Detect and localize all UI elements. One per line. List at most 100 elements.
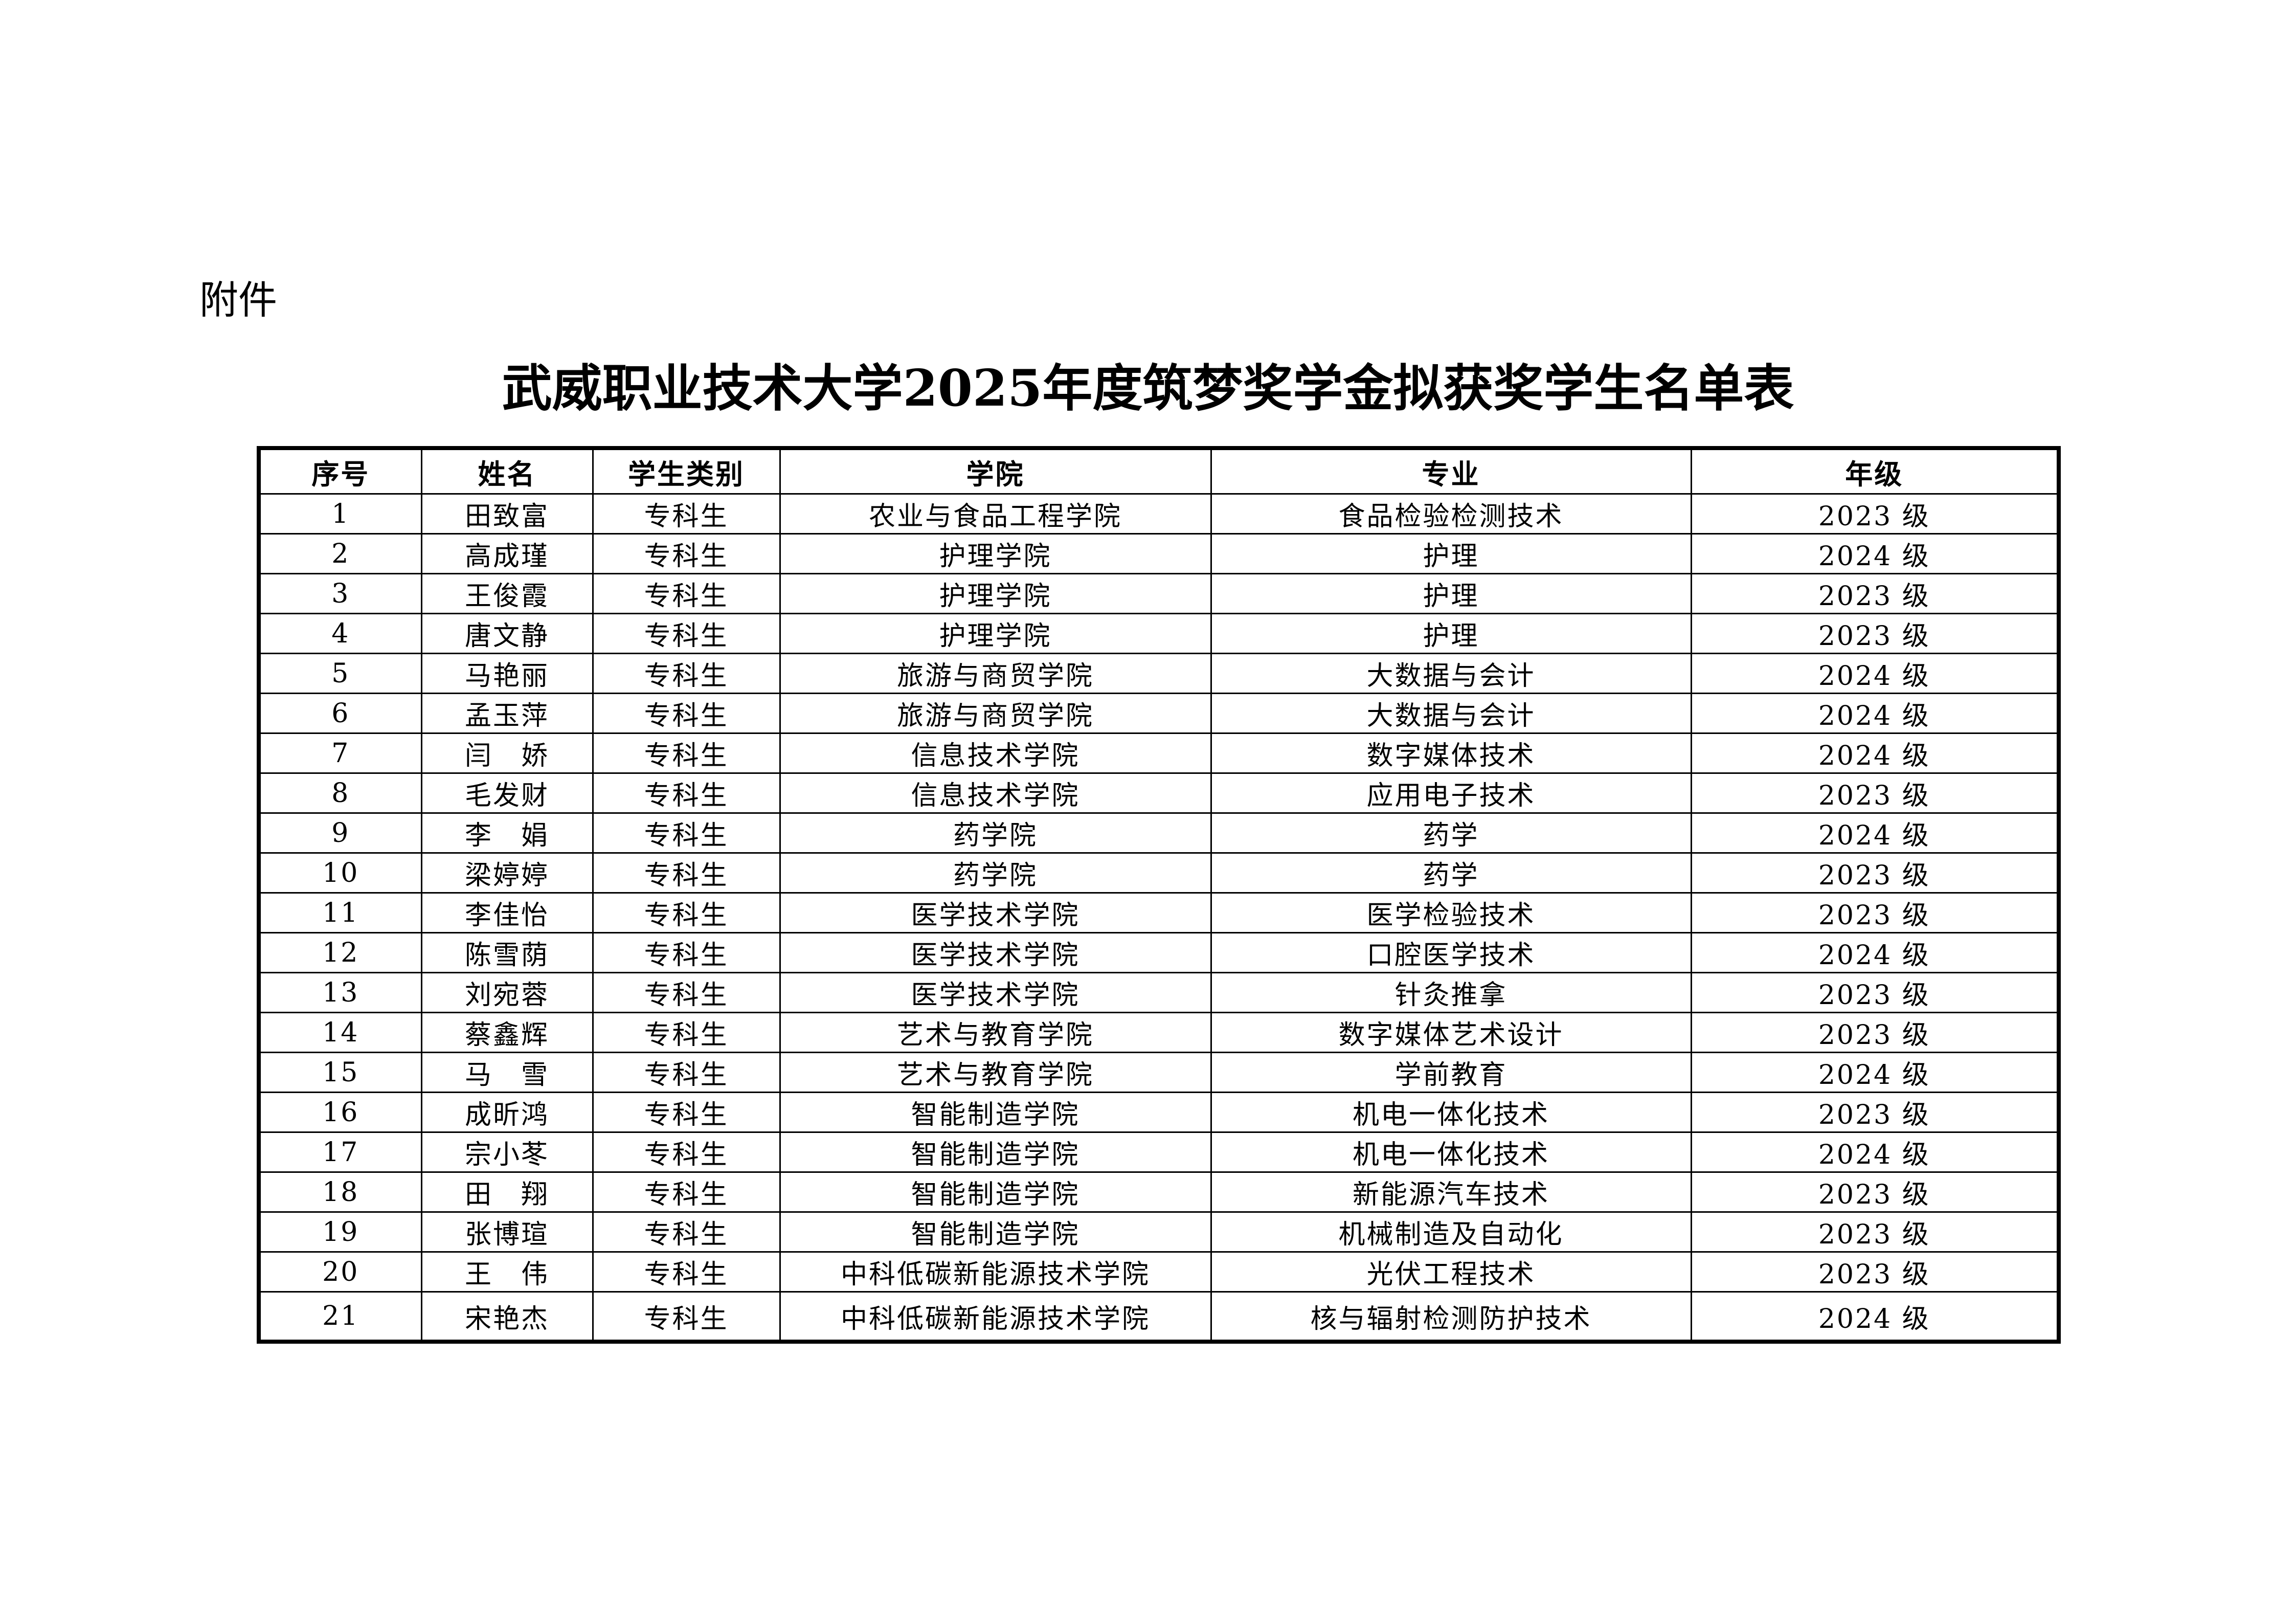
cell-major: 机电一体化技术	[1210, 1092, 1692, 1133]
cell-grade: 2023 级	[1690, 493, 2060, 535]
cell-major: 机电一体化技术	[1210, 1131, 1692, 1173]
column-header-college: 学院	[779, 447, 1212, 495]
cell-index: 18	[258, 1171, 422, 1213]
cell-grade: 2023 级	[1690, 892, 2060, 933]
cell-grade: 2024 级	[1690, 1131, 2060, 1173]
cell-student-type: 专科生	[592, 852, 781, 894]
cell-index: 19	[258, 1211, 422, 1253]
table-row: 12 陈雪荫 专科生 医学技术学院 口腔医学技术 2024 级	[258, 932, 2060, 973]
cell-college: 信息技术学院	[779, 732, 1212, 774]
cell-grade: 2024 级	[1690, 533, 2060, 574]
cell-index: 9	[258, 812, 422, 854]
table-row: 4 唐文静 专科生 护理学院 护理 2023 级	[258, 613, 2060, 654]
cell-name: 陈雪荫	[420, 932, 594, 973]
cell-student-type: 专科生	[592, 1211, 781, 1253]
cell-index: 21	[258, 1291, 422, 1343]
cell-college: 智能制造学院	[779, 1171, 1212, 1213]
cell-grade: 2024 级	[1690, 732, 2060, 774]
cell-student-type: 专科生	[592, 1251, 781, 1293]
cell-grade: 2023 级	[1690, 852, 2060, 894]
cell-major: 核与辐射检测防护技术	[1210, 1291, 1692, 1343]
cell-student-type: 专科生	[592, 1012, 781, 1053]
cell-grade: 2023 级	[1690, 972, 2060, 1013]
cell-student-type: 专科生	[592, 573, 781, 614]
cell-major: 学前教育	[1210, 1052, 1692, 1093]
cell-grade: 2024 级	[1690, 812, 2060, 854]
table-row: 16 成昕鸿 专科生 智能制造学院 机电一体化技术 2023 级	[258, 1092, 2060, 1133]
cell-name: 梁婷婷	[420, 852, 594, 894]
column-header-grade: 年级	[1690, 447, 2060, 495]
cell-grade: 2023 级	[1690, 1251, 2060, 1293]
table-header-row: 序号 姓名 学生类别 学院 专业 年级	[258, 447, 2060, 495]
cell-name: 张博瑄	[420, 1211, 594, 1253]
table-row: 21 宋艳杰 专科生 中科低碳新能源技术学院 核与辐射检测防护技术 2024 级	[258, 1291, 2060, 1343]
cell-major: 药学	[1210, 852, 1692, 894]
cell-grade: 2023 级	[1690, 573, 2060, 614]
cell-name: 孟玉萍	[420, 693, 594, 734]
cell-index: 17	[258, 1131, 422, 1173]
cell-index: 2	[258, 533, 422, 574]
cell-major: 护理	[1210, 613, 1692, 654]
table-row: 19 张博瑄 专科生 智能制造学院 机械制造及自动化 2023 级	[258, 1211, 2060, 1253]
cell-college: 智能制造学院	[779, 1211, 1212, 1253]
cell-index: 8	[258, 772, 422, 814]
cell-student-type: 专科生	[592, 772, 781, 814]
column-header-major: 专业	[1210, 447, 1692, 495]
cell-name: 王 伟	[420, 1251, 594, 1293]
cell-major: 大数据与会计	[1210, 653, 1692, 694]
cell-index: 20	[258, 1251, 422, 1293]
cell-college: 艺术与教育学院	[779, 1052, 1212, 1093]
column-header-index: 序号	[258, 447, 422, 495]
cell-name: 成昕鸿	[420, 1092, 594, 1133]
table-row: 8 毛发财 专科生 信息技术学院 应用电子技术 2023 级	[258, 772, 2060, 814]
table-row: 20 王 伟专科生 中科低碳新能源技术学院 光伏工程技术 2023 级	[258, 1251, 2060, 1293]
cell-name: 李 娟	[420, 812, 594, 854]
table-row: 15 马 雪专科生 艺术与教育学院 学前教育 2024 级	[258, 1052, 2060, 1093]
cell-major: 机械制造及自动化	[1210, 1211, 1692, 1253]
cell-grade: 2023 级	[1690, 1092, 2060, 1133]
cell-grade: 2024 级	[1690, 693, 2060, 734]
cell-major: 护理	[1210, 573, 1692, 614]
cell-college: 药学院	[779, 852, 1212, 894]
award-students-table: 序号 姓名 学生类别 学院 专业 年级 1 田致富 专科生 农业与食品工程学院 食品检验检测技术 2…	[257, 446, 2061, 1344]
cell-name: 王俊霞	[420, 573, 594, 614]
table-row: 17 宗小苳 专科生 智能制造学院 机电一体化技术 2024 级	[258, 1131, 2060, 1173]
cell-student-type: 专科生	[592, 972, 781, 1013]
cell-college: 药学院	[779, 812, 1212, 854]
cell-grade: 2024 级	[1690, 1291, 2060, 1343]
cell-name: 蔡鑫辉	[420, 1012, 594, 1053]
cell-student-type: 专科生	[592, 493, 781, 535]
cell-index: 15	[258, 1052, 422, 1093]
table-row: 3 王俊霞 专科生 护理学院 护理 2023 级	[258, 573, 2060, 614]
table-row: 10 梁婷婷 专科生 药学院 药学 2023 级	[258, 852, 2060, 894]
cell-college: 护理学院	[779, 573, 1212, 614]
cell-name: 闫 娇	[420, 732, 594, 774]
cell-name: 高成瑾	[420, 533, 594, 574]
cell-college: 旅游与商贸学院	[779, 653, 1212, 694]
cell-major: 数字媒体艺术设计	[1210, 1012, 1692, 1053]
cell-index: 4	[258, 613, 422, 654]
cell-name: 田致富	[420, 493, 594, 535]
cell-college: 信息技术学院	[779, 772, 1212, 814]
cell-index: 10	[258, 852, 422, 894]
cell-college: 医学技术学院	[779, 892, 1212, 933]
cell-grade: 2023 级	[1690, 1012, 2060, 1053]
cell-name: 宗小苳	[420, 1131, 594, 1173]
cell-major: 光伏工程技术	[1210, 1251, 1692, 1293]
cell-college: 艺术与教育学院	[779, 1012, 1212, 1053]
cell-student-type: 专科生	[592, 533, 781, 574]
cell-major: 针灸推拿	[1210, 972, 1692, 1013]
cell-index: 16	[258, 1092, 422, 1133]
table-row: 1 田致富 专科生 农业与食品工程学院 食品检验检测技术 2023 级	[258, 493, 2060, 535]
page-title: 武威职业技术大学2025年度筑梦奖学金拟获奖学生名单表	[502, 359, 1794, 418]
cell-major: 大数据与会计	[1210, 693, 1692, 734]
cell-student-type: 专科生	[592, 1092, 781, 1133]
table-row: 13 刘宛蓉 专科生 医学技术学院 针灸推拿 2023 级	[258, 972, 2060, 1013]
cell-index: 6	[258, 693, 422, 734]
cell-index: 1	[258, 493, 422, 535]
cell-index: 3	[258, 573, 422, 614]
cell-name: 宋艳杰	[420, 1291, 594, 1343]
cell-name: 马艳丽	[420, 653, 594, 694]
